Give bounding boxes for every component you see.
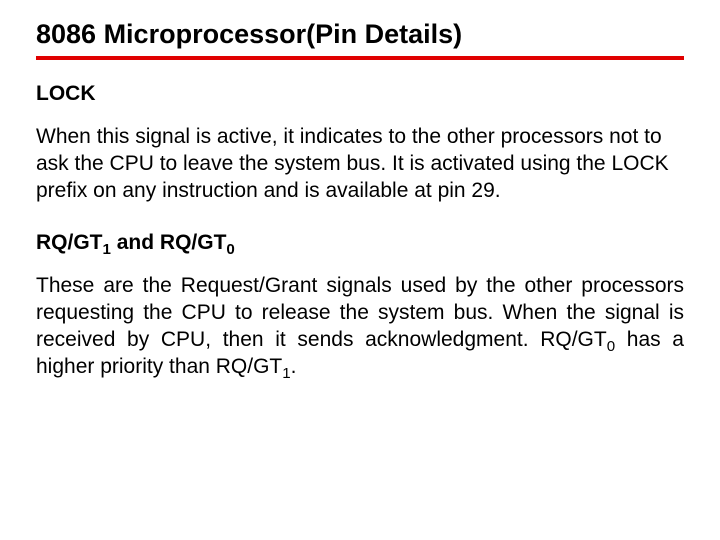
slide-title: 8086 Microprocessor(Pin Details) — [36, 18, 684, 50]
section-paragraph-rqgt: These are the Request/Grant signals used… — [36, 273, 684, 381]
section-heading-rqgt: RQ/GT1 and RQ/GT0 — [36, 231, 684, 255]
section-paragraph-lock: When this signal is active, it indicates… — [36, 124, 684, 205]
slide: 8086 Microprocessor(Pin Details) LOCK Wh… — [0, 0, 720, 540]
paragraph-subscript: 0 — [607, 338, 615, 355]
paragraph-text: These are the Request/Grant signals used… — [36, 274, 684, 351]
paragraph-text: . — [291, 355, 297, 378]
section-heading-lock: LOCK — [36, 82, 684, 106]
title-underline-rule — [36, 56, 684, 60]
heading-subscript: 0 — [226, 241, 234, 258]
heading-subscript: 1 — [103, 241, 111, 258]
heading-text: RQ/GT — [36, 231, 103, 254]
paragraph-subscript: 1 — [282, 365, 290, 382]
heading-text: and RQ/GT — [111, 231, 227, 254]
